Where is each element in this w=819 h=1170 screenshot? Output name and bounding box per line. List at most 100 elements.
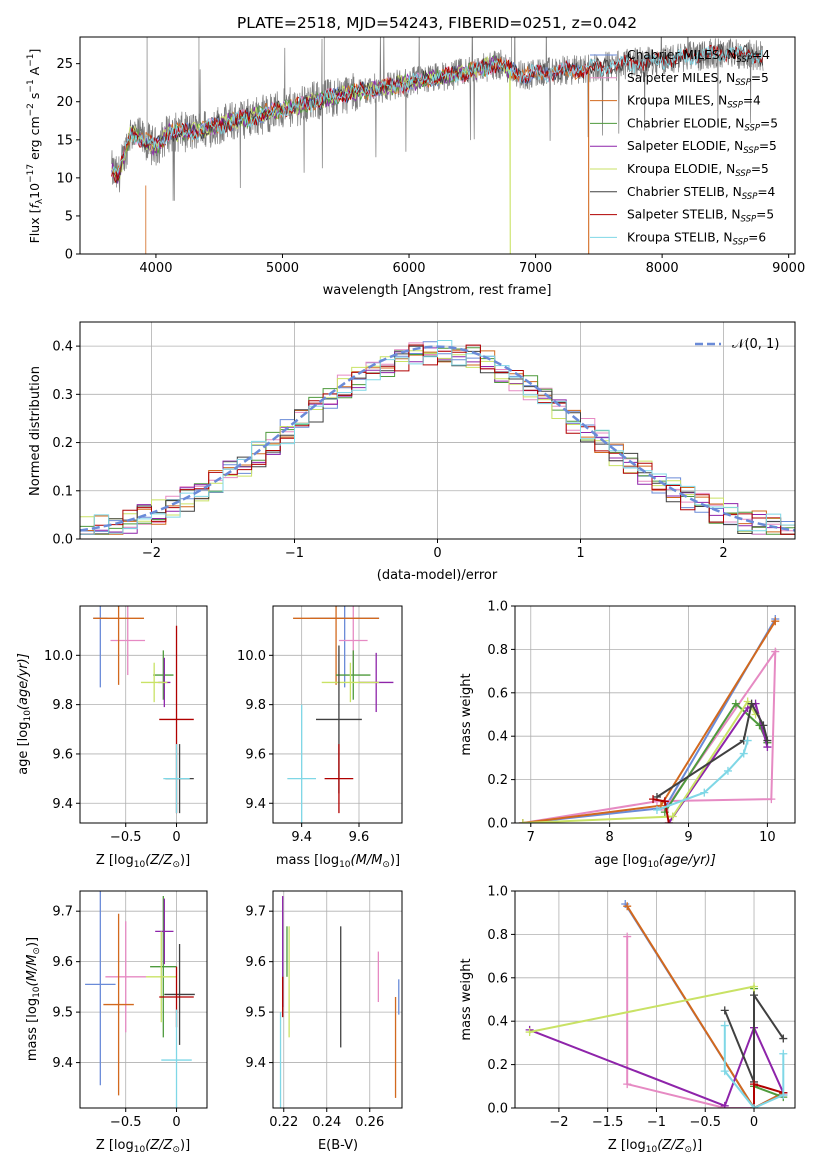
- label-part: 10: [134, 1145, 146, 1155]
- label-part: =5: [759, 139, 777, 153]
- residuals-plot: [80, 340, 795, 539]
- weight-marker-8: [720, 1021, 729, 1030]
- y-tick-label: 20: [56, 95, 73, 110]
- age-vs-Z-axes: [80, 606, 207, 823]
- mw-vs-Z-frame: [514, 890, 796, 1109]
- y-axis-label: mass weight: [459, 958, 474, 1040]
- x-tick-label: 2: [719, 546, 727, 561]
- weight-marker-2: [771, 617, 780, 626]
- legend-entry: Kroupa STELIB, NSSP=6: [627, 230, 766, 247]
- label-part: Salpeter MILES, N: [627, 71, 735, 85]
- weight-marker-8: [779, 1090, 788, 1099]
- x-tick-label: 7000: [519, 261, 552, 276]
- legend-entry: Kroupa MILES, NSSP=4: [627, 94, 761, 111]
- weight-marker-8: [720, 1067, 729, 1076]
- label-part: Kroupa ELODIE, N: [627, 162, 735, 176]
- weight-marker-6: [779, 1034, 788, 1043]
- x-axis-label: mass [log10(M/M⊙)]: [276, 853, 400, 870]
- weight-marker-8: [743, 736, 752, 745]
- label-part: λ: [35, 198, 45, 204]
- x-tick-label: −0.5: [689, 1115, 721, 1130]
- y-tick-label: 0.0: [487, 817, 508, 832]
- y-tick-label: 9.8: [52, 698, 73, 713]
- label-part: Kroupa MILES, N: [627, 94, 727, 108]
- chart-title: PLATE=2518, MJD=54243, FIBERID=0251, z=0…: [237, 14, 637, 32]
- y-tick-label: 0.4: [487, 1015, 508, 1030]
- weight-marker-7: [750, 1080, 759, 1089]
- mass-vs-Z-axes: [80, 891, 207, 1108]
- x-axis-label: age [log10(age/yr)]: [594, 853, 716, 870]
- age-vs-mass-frame: [272, 605, 403, 824]
- weight-marker-1: [623, 1080, 632, 1089]
- label-part: ⊙: [32, 947, 42, 955]
- model-spectrum-8: [111, 45, 763, 174]
- legend-entry: Kroupa ELODIE, NSSP=5: [627, 162, 769, 179]
- x-tick-label: 5000: [266, 261, 299, 276]
- weight-line-1: [626, 936, 754, 1108]
- label-part: Chabrier MILES, N: [627, 48, 736, 62]
- x-tick-label: −0.5: [110, 830, 142, 845]
- y-tick-label: 0.6: [487, 686, 508, 701]
- label-part: mass [log: [276, 853, 339, 868]
- label-part: Z [log: [96, 1138, 134, 1153]
- weight-marker-1: [623, 932, 632, 941]
- y-tick-label: 0.2: [52, 436, 73, 451]
- x-tick-label: 0: [750, 1115, 758, 1130]
- y-tick-label: 0.8: [487, 643, 508, 658]
- weight-marker-8: [750, 1104, 759, 1108]
- label-part: 10: [32, 986, 42, 998]
- weight-line-4: [667, 702, 769, 823]
- label-part: ]: [27, 49, 42, 54]
- x-tick-label: 9000: [772, 261, 805, 276]
- y-tick-label: 0.1: [52, 484, 73, 499]
- x-tick-label: 0.24: [312, 1115, 341, 1130]
- label-part: 10: [339, 860, 351, 870]
- x-tick-label: 1: [576, 546, 584, 561]
- weight-marker-8: [739, 749, 748, 758]
- histogram-series-7: [80, 344, 795, 539]
- label-part: ⊙: [172, 860, 180, 870]
- x-tick-label: 7: [527, 830, 535, 845]
- label-part: −17: [26, 164, 36, 183]
- y-tick-label: 0.8: [487, 928, 508, 943]
- mw-vs-age-frame: [514, 605, 796, 824]
- y-axis-label: age [log10(age/yr)]: [16, 653, 33, 775]
- label-part: ⊙: [684, 1145, 692, 1155]
- weight-marker-4: [720, 1101, 729, 1108]
- histogram-series-8: [80, 340, 795, 539]
- weight-marker-5: [750, 982, 759, 991]
- label-part: −1: [26, 53, 36, 66]
- label-part: SSP: [743, 146, 759, 156]
- y-tick-label: 9.5: [245, 1006, 266, 1021]
- label-part: −1: [26, 79, 36, 92]
- y-tick-label: 0: [65, 248, 73, 263]
- normal-curve: [80, 345, 795, 532]
- y-tick-label: 9.6: [52, 747, 73, 762]
- label-part: 10: [647, 860, 659, 870]
- x-tick-label: 0: [172, 830, 180, 845]
- label-part: SSP: [742, 192, 758, 202]
- label-part: Z [log: [96, 853, 134, 868]
- label-part: =6: [748, 230, 766, 244]
- weight-line-6: [723, 991, 785, 1083]
- weight-marker-7: [664, 819, 673, 823]
- legend-entry: Chabrier STELIB, NSSP=4: [627, 185, 776, 202]
- label-part: A: [27, 66, 42, 79]
- label-part: )]: [180, 1138, 190, 1153]
- x-tick-label: 6000: [392, 261, 425, 276]
- label-part: )]: [692, 1138, 702, 1153]
- label-part: age [log: [16, 722, 31, 775]
- weight-marker-8: [723, 766, 732, 775]
- x-tick-label: 9.4: [291, 830, 312, 845]
- x-tick-label: −0.5: [110, 1115, 142, 1130]
- y-tick-label: 9.4: [245, 797, 266, 812]
- y-axis-label: Flux [fλ10−17 erg cm−2 s−1 A−1]: [26, 49, 45, 244]
- mass-vs-ebv-frame: [272, 890, 403, 1109]
- weight-marker-6: [720, 1006, 729, 1015]
- weight-marker-5: [518, 819, 527, 823]
- y-tick-label: 0.4: [52, 340, 73, 355]
- weight-line-5: [529, 985, 755, 1108]
- weight-marker-8: [779, 1049, 788, 1058]
- x-tick-label: 8000: [646, 261, 679, 276]
- y-tick-label: 9.8: [245, 698, 266, 713]
